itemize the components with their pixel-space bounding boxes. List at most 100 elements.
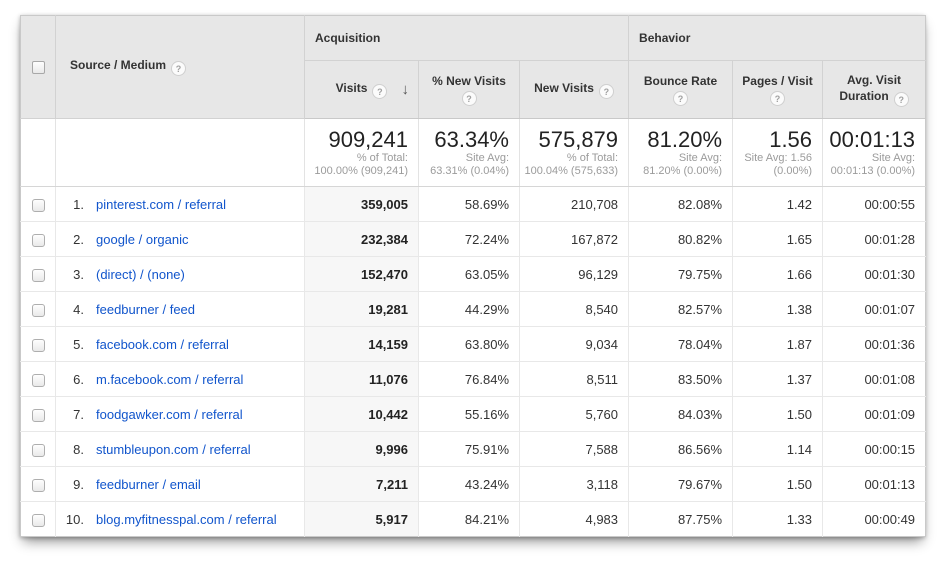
source-medium-cell: 4. feedburner / feed: [55, 291, 305, 327]
row-rank: 1.: [73, 196, 84, 212]
column-header-source-medium[interactable]: Source / Medium?: [55, 15, 305, 119]
row-checkbox[interactable]: [31, 478, 45, 492]
pct-new-visits-cell: 75.91%: [418, 431, 520, 467]
column-header-pct-new-visits[interactable]: % New Visits ?: [418, 60, 520, 119]
help-icon[interactable]: ?: [171, 61, 187, 76]
avg-duration-cell: 00:01:36: [822, 326, 926, 362]
new-visits-cell: 4,983: [518, 501, 629, 537]
source-medium-cell: 6. m.facebook.com / referral: [55, 361, 305, 397]
source-medium-cell: 3. (direct) / (none): [55, 256, 305, 292]
row-checkbox[interactable]: [31, 338, 45, 352]
source-medium-cell: 10. blog.myfitnesspal.com / referral: [55, 501, 305, 537]
visits-cell: 9,996: [304, 431, 419, 467]
help-icon[interactable]: ?: [372, 84, 388, 99]
source-medium-link[interactable]: facebook.com / referral: [96, 336, 229, 352]
row-checkbox[interactable]: [31, 408, 45, 422]
row-rank: 5.: [73, 336, 84, 352]
bounce-rate-cell: 80.82%: [628, 221, 733, 257]
pages-visit-cell: 1.37: [732, 361, 823, 397]
row-rank: 9.: [73, 476, 84, 492]
row-checkbox-cell: [20, 396, 56, 432]
group-header-behavior: Behavior: [628, 15, 926, 61]
source-medium-cell: 8. stumbleupon.com / referral: [55, 431, 305, 467]
visits-cell: 359,005: [304, 186, 419, 222]
column-header-bounce-rate[interactable]: Bounce Rate ?: [628, 60, 733, 119]
table-row: 9. feedburner / email 7,211 43.24% 3,118 …: [20, 466, 926, 502]
help-icon[interactable]: ?: [598, 84, 614, 99]
pages-visit-cell: 1.50: [732, 466, 823, 502]
source-medium-cell: 2. google / organic: [55, 221, 305, 257]
row-checkbox-cell: [20, 291, 56, 327]
data-table-panel: Source / Medium? Acquisition Behavior Vi…: [20, 15, 927, 537]
help-icon[interactable]: ?: [461, 91, 477, 106]
avg-duration-cell: 00:00:15: [822, 431, 926, 467]
visits-cell: 10,442: [304, 396, 419, 432]
row-checkbox-cell: [20, 361, 56, 397]
source-medium-link[interactable]: stumbleupon.com / referral: [96, 441, 251, 457]
table-row: 8. stumbleupon.com / referral 9,996 75.91…: [20, 431, 926, 467]
source-medium-link[interactable]: google / organic: [96, 231, 189, 247]
row-rank: 2.: [73, 231, 84, 247]
row-rank: 8.: [73, 441, 84, 457]
bounce-rate-cell: 79.75%: [628, 256, 733, 292]
row-checkbox[interactable]: [31, 233, 45, 247]
visits-cell: 11,076: [304, 361, 419, 397]
table-row: 3. (direct) / (none) 152,470 63.05% 96,12…: [20, 256, 926, 292]
source-medium-table: Source / Medium? Acquisition Behavior Vi…: [20, 15, 927, 537]
totals-new-visits: 575,879 % of Total: 100.04% (575,633): [518, 118, 629, 187]
avg-duration-cell: 00:01:30: [822, 256, 926, 292]
column-header-visits[interactable]: Visits? ↓: [304, 60, 419, 119]
new-visits-cell: 8,511: [518, 361, 629, 397]
row-checkbox[interactable]: [31, 513, 45, 527]
help-icon[interactable]: ?: [893, 92, 909, 107]
pct-new-visits-cell: 63.80%: [418, 326, 520, 362]
visits-cell: 232,384: [304, 221, 419, 257]
pages-visit-cell: 1.42: [732, 186, 823, 222]
column-header-avg-visit-duration[interactable]: Avg. Visit Duration?: [822, 60, 926, 119]
pages-visit-cell: 1.66: [732, 256, 823, 292]
source-medium-link[interactable]: feedburner / feed: [96, 301, 196, 317]
totals-avg-duration: 00:01:13 Site Avg: 00:01:13 (0.00%): [822, 118, 926, 187]
select-all-cell: [20, 15, 56, 119]
totals-blank-cell: [55, 118, 305, 187]
new-visits-cell: 210,708: [518, 186, 629, 222]
avg-duration-cell: 00:01:07: [822, 291, 926, 327]
totals-pages-visit: 1.56 Site Avg: 1.56 (0.00%): [732, 118, 823, 187]
table-row: 2. google / organic 232,384 72.24% 167,87…: [20, 221, 926, 257]
avg-duration-cell: 00:00:49: [822, 501, 926, 537]
source-medium-link[interactable]: pinterest.com / referral: [96, 196, 227, 212]
row-checkbox[interactable]: [31, 268, 45, 282]
bounce-rate-cell: 78.04%: [628, 326, 733, 362]
row-rank: 7.: [73, 406, 84, 422]
help-icon[interactable]: ?: [770, 91, 786, 106]
column-header-new-visits[interactable]: New Visits?: [518, 60, 629, 119]
pages-visit-cell: 1.38: [732, 291, 823, 327]
row-checkbox-cell: [20, 466, 56, 502]
row-checkbox[interactable]: [31, 373, 45, 387]
pct-new-visits-cell: 55.16%: [418, 396, 520, 432]
avg-duration-cell: 00:00:55: [822, 186, 926, 222]
source-medium-link[interactable]: blog.myfitnesspal.com / referral: [96, 511, 277, 527]
row-checkbox-cell: [20, 221, 56, 257]
row-checkbox[interactable]: [31, 198, 45, 212]
totals-visits: 909,241 % of Total: 100.00% (909,241): [304, 118, 419, 187]
pages-visit-cell: 1.87: [732, 326, 823, 362]
source-medium-link[interactable]: (direct) / (none): [96, 266, 185, 282]
row-rank: 6.: [73, 371, 84, 387]
new-visits-cell: 7,588: [518, 431, 629, 467]
source-medium-cell: 7. foodgawker.com / referral: [55, 396, 305, 432]
select-all-checkbox[interactable]: [31, 61, 45, 75]
source-medium-link[interactable]: foodgawker.com / referral: [96, 406, 243, 422]
row-checkbox[interactable]: [31, 443, 45, 457]
sort-descending-icon[interactable]: ↓: [401, 80, 410, 98]
column-header-pages-visit[interactable]: Pages / Visit ?: [732, 60, 823, 119]
help-icon[interactable]: ?: [673, 91, 689, 106]
row-checkbox[interactable]: [31, 303, 45, 317]
source-medium-link[interactable]: feedburner / email: [96, 476, 201, 492]
pct-new-visits-cell: 58.69%: [418, 186, 520, 222]
avg-duration-cell: 00:01:13: [822, 466, 926, 502]
row-rank: 4.: [73, 301, 84, 317]
visits-cell: 7,211: [304, 466, 419, 502]
source-medium-link[interactable]: m.facebook.com / referral: [96, 371, 244, 387]
